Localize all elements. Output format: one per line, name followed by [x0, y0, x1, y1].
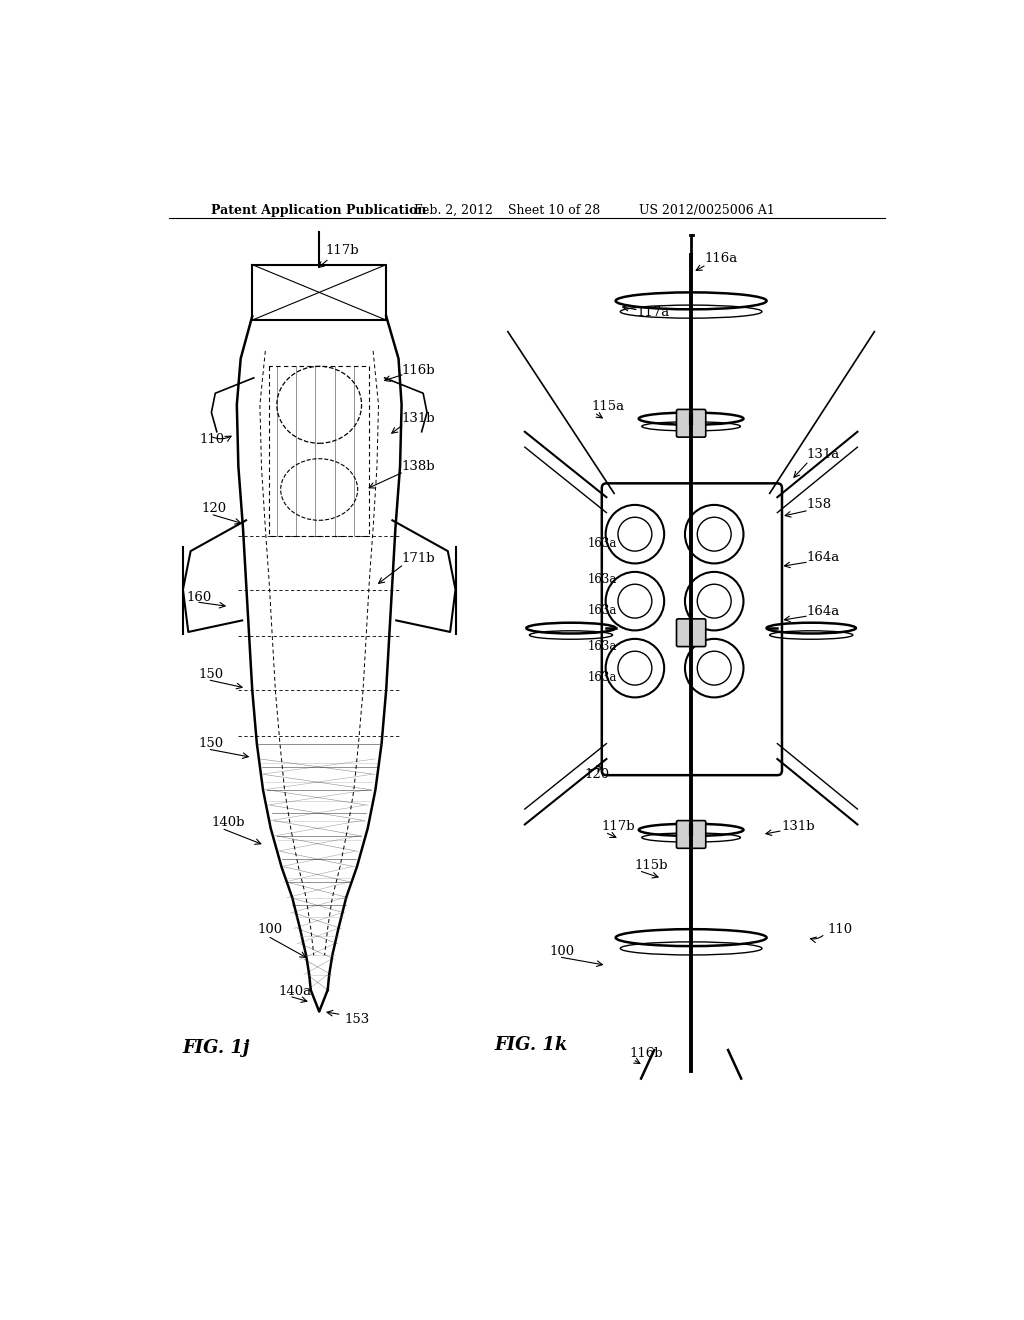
Text: 131b: 131b — [401, 412, 435, 425]
FancyBboxPatch shape — [677, 821, 706, 849]
Text: 120: 120 — [585, 768, 610, 781]
Text: 163a: 163a — [588, 573, 617, 586]
Text: 163a: 163a — [588, 603, 617, 616]
Text: 117b: 117b — [326, 244, 359, 257]
Text: 131b: 131b — [781, 820, 815, 833]
Text: 117b: 117b — [602, 820, 636, 833]
Text: Patent Application Publication: Patent Application Publication — [211, 205, 427, 218]
Text: 115a: 115a — [591, 400, 625, 413]
FancyBboxPatch shape — [677, 409, 706, 437]
Text: 158: 158 — [807, 499, 831, 511]
FancyBboxPatch shape — [677, 619, 706, 647]
Text: 120: 120 — [202, 502, 226, 515]
Text: 138b: 138b — [401, 459, 435, 473]
Text: Feb. 2, 2012: Feb. 2, 2012 — [414, 205, 493, 218]
Text: 163a: 163a — [588, 640, 617, 653]
Text: 116a: 116a — [705, 252, 737, 265]
Text: 150: 150 — [199, 668, 223, 681]
Text: 115b: 115b — [635, 859, 669, 871]
Text: 100: 100 — [550, 945, 574, 958]
Text: 163a: 163a — [588, 671, 617, 684]
Text: 116b: 116b — [401, 363, 435, 376]
Text: Sheet 10 of 28: Sheet 10 of 28 — [508, 205, 600, 218]
Text: 150: 150 — [199, 737, 223, 750]
Text: 164a: 164a — [807, 605, 840, 618]
Text: 140a: 140a — [279, 985, 311, 998]
Text: US 2012/0025006 A1: US 2012/0025006 A1 — [639, 205, 774, 218]
Text: 164a: 164a — [807, 550, 840, 564]
Text: 171b: 171b — [401, 552, 435, 565]
Text: 153: 153 — [345, 1012, 370, 1026]
Text: 110: 110 — [200, 433, 225, 446]
Text: FIG. 1k: FIG. 1k — [494, 1036, 567, 1055]
Text: 116b: 116b — [630, 1047, 664, 1060]
Text: 160: 160 — [186, 591, 211, 603]
Text: 110: 110 — [827, 924, 853, 936]
Text: 140b: 140b — [211, 816, 245, 829]
Text: FIG. 1j: FIG. 1j — [183, 1039, 250, 1057]
Text: 163a: 163a — [588, 537, 617, 550]
Text: 117a: 117a — [637, 306, 670, 319]
Text: 131a: 131a — [807, 449, 840, 462]
Text: 100: 100 — [258, 924, 283, 936]
